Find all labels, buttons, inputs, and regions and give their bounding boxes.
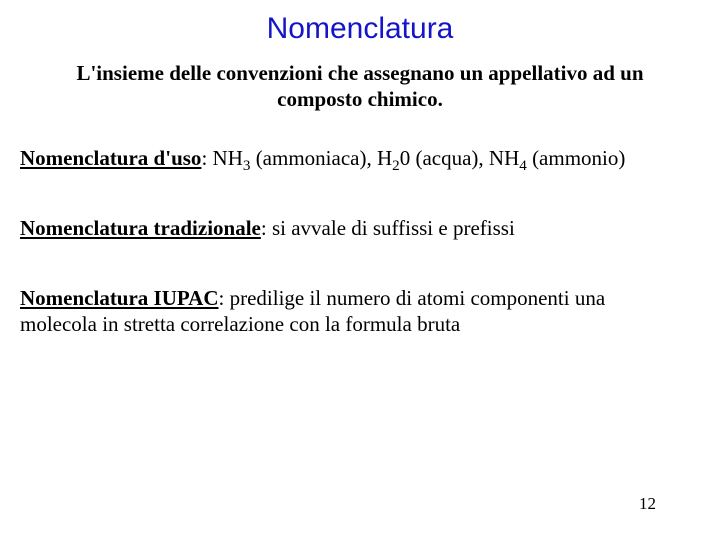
trad-label: Nomenclatura tradizionale: [20, 216, 261, 240]
subtitle-line-2: composto chimico.: [277, 87, 443, 111]
uso-f1a: NH: [213, 146, 243, 170]
uso-label: Nomenclatura d'uso: [20, 146, 201, 170]
slide-subtitle: L'insieme delle convenzioni che assegnan…: [50, 60, 670, 113]
uso-f3a: NH: [489, 146, 519, 170]
uso-f2b: 0 (acqua),: [400, 146, 489, 170]
slide: Nomenclatura L'insieme delle convenzioni…: [0, 0, 720, 540]
nomenclatura-uso: Nomenclatura d'uso: NH3 (ammoniaca), H20…: [20, 145, 700, 171]
iupac-label: Nomenclatura IUPAC: [20, 286, 219, 310]
uso-f1b: (ammoniaca),: [250, 146, 377, 170]
nomenclatura-iupac: Nomenclatura IUPAC: predilige il numero …: [20, 285, 700, 338]
uso-sep: :: [201, 146, 212, 170]
subtitle-line-1: L'insieme delle convenzioni che assegnan…: [76, 61, 643, 85]
page-number: 12: [639, 494, 656, 514]
uso-f3sub: 4: [519, 158, 527, 174]
trad-rest: : si avvale di suffissi e prefissi: [261, 216, 515, 240]
uso-f3b: (ammonio): [527, 146, 626, 170]
slide-title: Nomenclatura: [20, 12, 700, 46]
uso-f2a: H: [377, 146, 392, 170]
iupac-rest-2: molecola in stretta correlazione con la …: [20, 312, 460, 336]
nomenclatura-tradizionale: Nomenclatura tradizionale: si avvale di …: [20, 215, 700, 241]
uso-f2sub: 2: [392, 158, 400, 174]
iupac-rest-1: : predilige il numero di atomi component…: [219, 286, 606, 310]
